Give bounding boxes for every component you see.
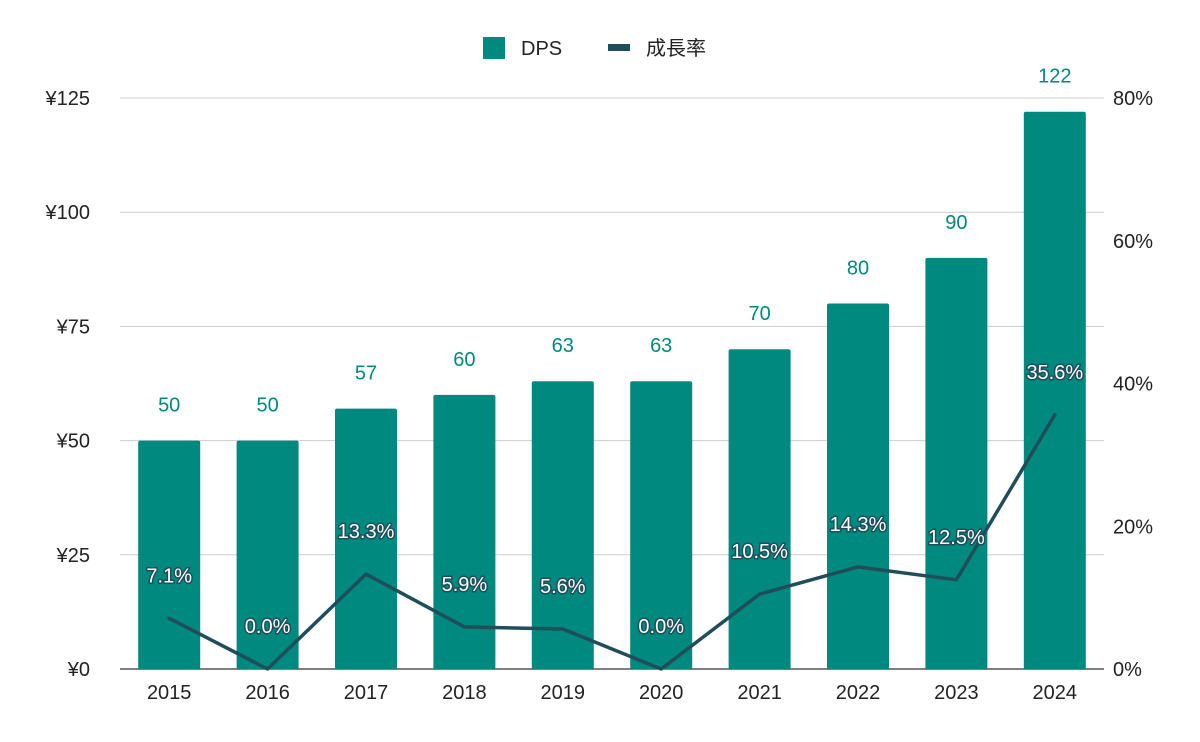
bar <box>531 381 594 669</box>
x-tick-label: 2017 <box>344 682 389 704</box>
line-value-label: 14.3% <box>830 514 887 536</box>
dps-bars <box>138 111 1086 670</box>
y-left-tick-label: ¥100 <box>45 202 91 224</box>
x-tick-label: 2016 <box>245 682 290 704</box>
y-right-tick-label: 40% <box>1113 374 1153 396</box>
bar-value-label: 90 <box>945 212 967 234</box>
bar <box>433 394 496 669</box>
line-value-label: 10.5% <box>731 541 788 563</box>
legend-swatch-growth <box>608 44 630 51</box>
line-value-label: 0.0% <box>245 616 291 638</box>
line-value-label: 12.5% <box>928 527 985 549</box>
y-right-tick-label: 0% <box>1113 659 1142 681</box>
bar <box>236 440 299 669</box>
y-right-tick-label: 60% <box>1113 231 1153 253</box>
bar-value-label: 122 <box>1038 66 1071 88</box>
legend: DPS 成長率 <box>483 37 706 60</box>
bar <box>138 440 201 669</box>
y-left-tick-label: ¥125 <box>45 88 91 110</box>
bar-value-label: 60 <box>453 349 475 371</box>
y-left-tick-label: ¥25 <box>56 545 90 567</box>
bar <box>728 349 791 669</box>
bar <box>630 381 693 669</box>
y-right-tick-label: 80% <box>1113 88 1153 110</box>
line-data-labels: 7.1% 0.0% 13.3% 5.9% 5.6% 0.0% 10.5% 14.3% 12.5%… <box>145 360 1085 639</box>
x-tick-label: 2022 <box>836 682 881 704</box>
x-tick-label: 2020 <box>639 682 684 704</box>
y-axis-left: ¥0 ¥25 ¥50 ¥75 ¥100 ¥125 <box>45 88 91 681</box>
legend-swatch-dps <box>483 37 505 59</box>
bar-value-label: 63 <box>650 335 672 357</box>
bar-value-label: 57 <box>355 363 377 385</box>
line-value-label: 35.6% <box>1026 362 1083 384</box>
bar <box>1023 111 1086 670</box>
bar <box>827 303 889 669</box>
y-left-tick-label: ¥0 <box>67 659 90 681</box>
line-value-label: 13.3% <box>338 521 395 543</box>
legend-label-dps: DPS <box>521 38 562 60</box>
x-tick-label: 2018 <box>442 682 487 704</box>
legend-label-growth: 成長率 <box>646 37 706 60</box>
line-value-label: 0.0% <box>638 616 684 638</box>
bar-value-label: 70 <box>748 303 770 325</box>
growth-line <box>167 413 1057 671</box>
line-value-label: 7.1% <box>146 565 192 587</box>
y-right-tick-label: 20% <box>1113 516 1153 538</box>
x-tick-label: 2023 <box>934 682 979 704</box>
growth-line-path <box>167 413 1057 671</box>
bar-value-label: 80 <box>847 258 869 280</box>
bar <box>335 408 397 669</box>
y-left-tick-label: ¥75 <box>56 316 90 338</box>
x-axis: 2015 2016 2017 2018 2019 2020 2021 2022 2023 2024 <box>147 682 1077 704</box>
bar-value-label: 50 <box>158 395 180 417</box>
y-axis-right: 0% 20% 40% 60% 80% <box>1113 88 1153 681</box>
bar-data-labels: 50 50 57 60 63 63 70 80 90 122 <box>158 66 1071 417</box>
bar-value-label: 63 <box>552 335 574 357</box>
x-tick-label: 2024 <box>1033 682 1078 704</box>
bar-value-label: 50 <box>256 395 278 417</box>
x-tick-label: 2015 <box>147 682 192 704</box>
line-value-label: 5.6% <box>540 576 586 598</box>
x-tick-label: 2021 <box>737 682 782 704</box>
x-tick-label: 2019 <box>541 682 586 704</box>
bar <box>925 257 988 669</box>
y-left-tick-label: ¥50 <box>56 431 90 453</box>
line-value-label: 5.9% <box>442 574 488 596</box>
